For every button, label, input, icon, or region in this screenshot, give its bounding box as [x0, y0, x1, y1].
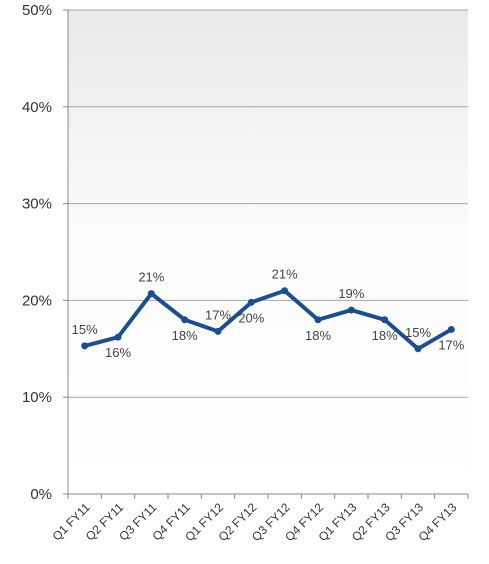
data-point	[381, 316, 389, 324]
data-point	[114, 333, 122, 341]
data-point	[214, 327, 222, 335]
data-label: 15%	[72, 322, 98, 337]
data-point	[314, 316, 322, 324]
plot-area	[68, 10, 468, 494]
data-point	[347, 306, 355, 314]
y-tick-label: 40%	[22, 99, 52, 116]
data-point	[247, 298, 255, 306]
data-label: 18%	[305, 328, 331, 343]
data-point	[81, 342, 89, 350]
data-point	[181, 316, 189, 324]
data-point	[281, 287, 289, 295]
series-line	[82, 288, 454, 351]
data-label: 17%	[205, 307, 231, 322]
y-tick-label: 10%	[22, 389, 52, 406]
data-label: 18%	[172, 328, 198, 343]
data-label: 19%	[338, 286, 364, 301]
y-tick-label: 0%	[30, 486, 52, 503]
data-point	[147, 290, 155, 298]
data-label: 20%	[238, 310, 264, 325]
data-label: 21%	[272, 267, 298, 282]
data-label: 17%	[438, 337, 464, 352]
data-label: 16%	[105, 345, 131, 360]
y-tick-label: 30%	[22, 196, 52, 213]
y-tick-label: 50%	[22, 2, 52, 19]
data-point	[414, 345, 422, 353]
y-tick-label: 20%	[22, 292, 52, 309]
data-label: 21%	[138, 270, 164, 285]
data-label: 18%	[372, 328, 398, 343]
data-label: 15%	[405, 325, 431, 340]
data-point	[447, 325, 455, 333]
